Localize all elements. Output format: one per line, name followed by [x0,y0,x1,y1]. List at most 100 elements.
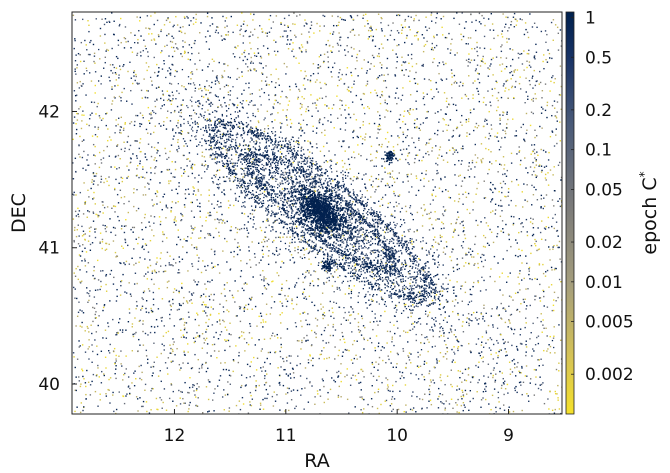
scatter-point [386,342,388,344]
scatter-point [319,150,322,153]
scatter-point [320,87,322,89]
scatter-point [342,166,344,168]
scatter-point [464,368,467,371]
scatter-point [79,385,82,388]
scatter-point [117,321,120,324]
scatter-point [339,99,341,101]
scatter-point [232,370,234,373]
scatter-point [120,280,123,282]
scatter-point [540,194,543,197]
scatter-point [114,97,116,99]
scatter-point [253,375,255,377]
scatter-point [274,94,277,96]
scatter-point [327,120,329,122]
scatter-point [120,196,123,199]
scatter-point [353,175,355,178]
scatter-point [258,121,260,124]
scatter-point [215,29,218,32]
scatter-point [86,123,88,126]
scatter-point [473,108,475,110]
scatter-point [156,203,158,205]
scatter-point [428,393,431,396]
scatter-point [319,389,321,391]
scatter-point [458,197,461,200]
scatter-point [102,270,104,272]
scatter-point [187,58,189,60]
scatter-point [241,103,243,105]
scatter-point [327,39,329,42]
scatter-point [180,53,182,55]
scatter-point [543,402,546,405]
scatter-point [504,388,507,390]
scatter-point [542,272,545,275]
scatter-point [446,375,449,377]
scatter-point [263,338,266,340]
scatter-point [289,43,291,45]
scatter-point [135,262,137,265]
scatter-point [77,224,79,226]
scatter-point [518,370,520,373]
scatter-point [249,404,251,406]
scatter-point [314,270,317,273]
scatter-point [371,29,373,31]
scatter-point [179,123,182,126]
scatter-point [225,17,228,19]
scatter-point [226,393,229,396]
scatter-point [115,358,117,360]
scatter-point [557,399,559,401]
scatter-point [243,158,246,160]
scatter-point [127,70,129,73]
scatter-point [360,315,363,317]
scatter-point [195,21,197,23]
scatter-point [132,335,135,338]
scatter-point [209,24,211,27]
scatter-point [119,329,122,331]
scatter-point [502,338,504,341]
scatter-point [84,260,86,262]
scatter-point [390,403,393,405]
scatter-point [199,103,201,105]
scatter-point [299,127,302,130]
scatter-point [431,42,433,45]
scatter-point [369,27,371,29]
scatter-point [81,370,84,372]
scatter-point [489,228,491,231]
scatter-point [107,388,109,391]
scatter-point [179,30,182,32]
scatter-point [528,79,531,82]
scatter-point [177,141,179,144]
scatter-point [349,384,352,386]
scatter-point [332,334,334,337]
scatter-point [216,211,218,214]
scatter-point [229,94,231,96]
scatter-point [477,266,480,269]
scatter-point [490,128,493,130]
scatter-point [194,90,196,92]
scatter-point [264,147,266,149]
scatter-point [334,329,337,331]
scatter-point [97,405,99,407]
scatter-point [327,66,330,69]
scatter-point [332,326,334,328]
scatter-point [151,310,154,313]
scatter-point [411,213,413,216]
scatter-point [233,104,235,107]
scatter-point [126,177,128,179]
scatter-point [211,177,213,179]
scatter-point [458,411,460,414]
scatter-point [374,347,376,349]
scatter-point [250,404,253,407]
scatter-point [361,103,363,106]
scatter-point [552,248,554,250]
scatter-point [375,236,378,239]
scatter-point [400,99,402,101]
scatter-point [531,204,533,206]
scatter-point [123,150,126,153]
scatter-point [512,299,514,301]
scatter-point [301,293,304,295]
scatter-point [128,200,130,203]
scatter-point [505,351,508,353]
scatter-point [352,179,354,182]
scatter-point [450,69,453,71]
scatter-point [353,34,356,36]
